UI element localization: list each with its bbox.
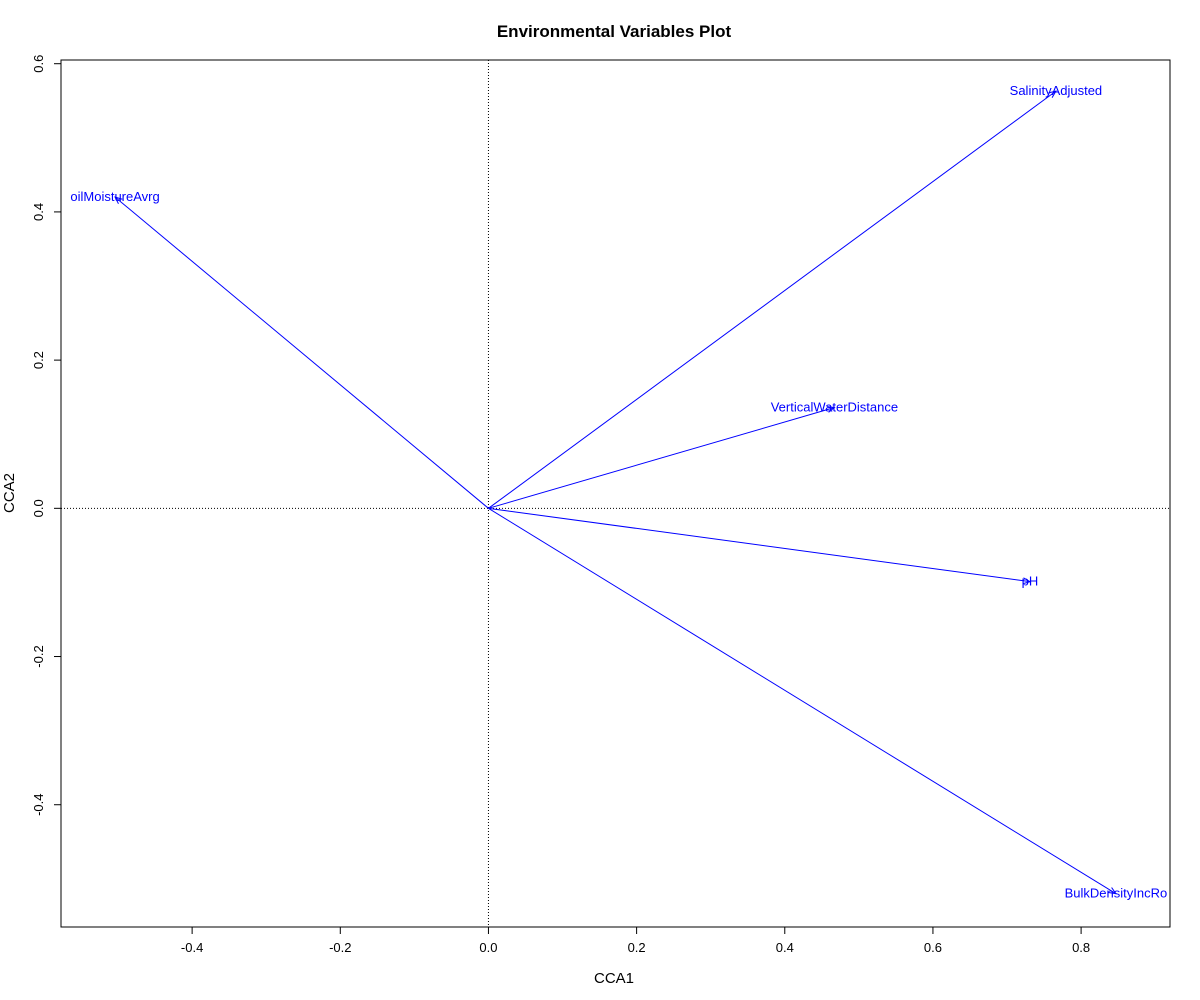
x-tick-label: 0.2 (628, 940, 646, 955)
vector-label: VerticalWaterDistance (771, 400, 898, 415)
x-tick-label: -0.4 (181, 940, 203, 955)
vector-label: SalinityAdjusted (1010, 83, 1103, 98)
y-tick-label: -0.2 (31, 645, 46, 667)
x-axis-label: CCA1 (594, 970, 634, 987)
vector-arrow (488, 91, 1055, 509)
x-tick-label: 0.8 (1072, 940, 1090, 955)
y-axis-label: CCA2 (1, 473, 18, 513)
plot-frame (60, 59, 1171, 928)
vector-arrow (488, 507, 1030, 581)
x-tick-label: -0.2 (329, 940, 351, 955)
x-axis: -0.4 -0.2 0.0 0.2 0.4 0.6 0.8 (181, 926, 1090, 955)
x-tick-label: 0.4 (776, 940, 794, 955)
y-tick-label: 0.6 (31, 55, 46, 73)
y-axis: -0.4 -0.2 0.0 0.2 0.4 0.6 (31, 55, 62, 816)
y-tick-label: -0.4 (31, 794, 46, 816)
y-tick-label: 0.4 (31, 203, 46, 221)
x-tick-label: 0.0 (479, 940, 497, 955)
x-tick-label: 0.6 (924, 940, 942, 955)
vector-label: oilMoistureAvrg (70, 189, 159, 204)
vector-arrow (488, 507, 1115, 893)
chart-title: Environmental Variables Plot (497, 22, 732, 41)
reference-lines (61, 60, 1170, 927)
y-tick-label: 0.0 (31, 499, 46, 517)
environmental-vectors: SalinityAdjusted oilMoistureAvrg VerticalW… (70, 83, 1167, 901)
vector-label: pH (1022, 574, 1039, 589)
y-tick-label: 0.2 (31, 351, 46, 369)
vector-arrow (115, 197, 489, 509)
vector-label: BulkDensityIncRo (1065, 886, 1168, 901)
vector-arrow (488, 408, 834, 509)
